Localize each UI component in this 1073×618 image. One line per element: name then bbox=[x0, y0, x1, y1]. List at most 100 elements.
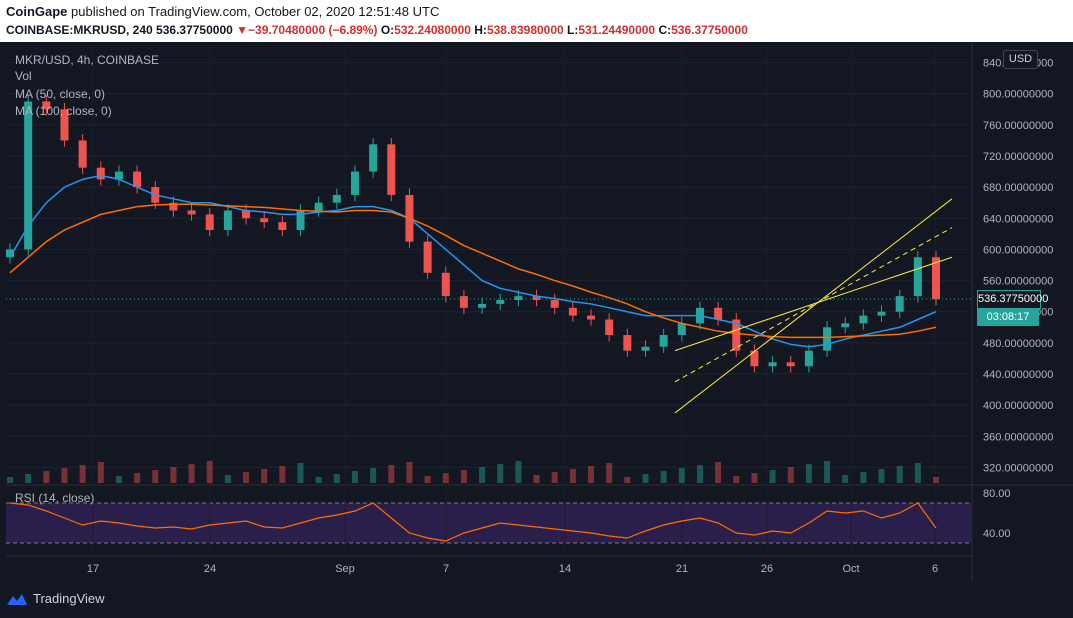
candle-body bbox=[205, 214, 214, 230]
volume-bar bbox=[642, 474, 649, 483]
footer bbox=[0, 582, 1073, 618]
price-axis-label: 480.00000000 bbox=[983, 338, 1053, 350]
volume-bar bbox=[842, 475, 849, 483]
candle-body bbox=[877, 311, 886, 316]
candle-body bbox=[114, 171, 123, 180]
candle-body bbox=[623, 335, 632, 351]
volume-bar bbox=[805, 464, 812, 483]
ma100-line bbox=[9, 203, 937, 339]
high-value: 538.83980000 bbox=[486, 23, 564, 37]
volume-bar bbox=[606, 463, 613, 483]
candle-body bbox=[659, 335, 668, 347]
volume-bar bbox=[333, 474, 340, 483]
volume-bar bbox=[43, 471, 50, 483]
legend-volume: Vol bbox=[15, 69, 32, 83]
time-axis-label: Sep bbox=[335, 563, 355, 575]
candle-body bbox=[60, 109, 69, 141]
legend-ma50: MA (50, close, 0) bbox=[15, 87, 106, 101]
volume-bar bbox=[297, 463, 304, 483]
time-axis-label: Oct bbox=[842, 563, 859, 575]
candle-body bbox=[823, 327, 832, 351]
time-axis-label: 17 bbox=[87, 563, 99, 575]
candle-body bbox=[78, 140, 87, 168]
volume-bar bbox=[61, 468, 68, 483]
volume-bar bbox=[424, 476, 431, 483]
time-axis-label: 26 bbox=[761, 563, 773, 575]
candle-body bbox=[24, 101, 33, 250]
volume-bar bbox=[515, 461, 522, 483]
volume-bar bbox=[769, 470, 776, 483]
close-label: C: bbox=[658, 23, 672, 37]
candle-body bbox=[859, 315, 868, 324]
candle-body bbox=[459, 296, 468, 308]
volume-bar bbox=[188, 464, 195, 483]
volume-bar bbox=[533, 475, 540, 483]
last-price: 536.37750000 bbox=[156, 23, 233, 37]
publisher-name[interactable]: CoinGape bbox=[6, 4, 68, 19]
volume-bar bbox=[824, 461, 831, 483]
volume-bar bbox=[279, 466, 286, 483]
volume-bar bbox=[896, 466, 903, 483]
volume-bar bbox=[97, 462, 104, 483]
legend-rsi: RSI (14, close) bbox=[15, 491, 95, 505]
candle-body bbox=[895, 296, 904, 312]
candle-body bbox=[786, 362, 795, 367]
ma50-line bbox=[9, 174, 937, 348]
candle-body bbox=[478, 303, 487, 308]
candle-body bbox=[223, 210, 232, 230]
candle-body bbox=[423, 241, 432, 273]
candle-body bbox=[514, 296, 523, 301]
candle-body bbox=[314, 202, 323, 211]
price-axis-label: 360.00000000 bbox=[983, 431, 1053, 443]
volume-bar bbox=[497, 464, 504, 483]
volume-bar bbox=[678, 468, 685, 483]
candle-body bbox=[350, 171, 359, 195]
volume-bar bbox=[588, 466, 595, 483]
price-axis-label: 400.00000000 bbox=[983, 400, 1053, 412]
volume-bar bbox=[933, 477, 939, 483]
volume-bar bbox=[914, 463, 921, 483]
down-arrow-icon: ▼ bbox=[236, 23, 249, 37]
candle-body bbox=[605, 319, 614, 336]
volume-bar bbox=[624, 477, 631, 483]
volume-bar bbox=[79, 465, 86, 483]
open-label: O: bbox=[380, 23, 395, 37]
candle-body bbox=[496, 300, 505, 304]
candle-body bbox=[768, 362, 777, 367]
candle-body bbox=[568, 307, 577, 316]
volume-bar bbox=[152, 470, 159, 483]
candle-body bbox=[260, 218, 269, 223]
candle-body bbox=[550, 300, 559, 308]
candle-body bbox=[278, 222, 287, 230]
candle-body bbox=[369, 144, 378, 172]
candle-body bbox=[96, 167, 105, 180]
rsi-line bbox=[9, 502, 937, 542]
price-chart[interactable]: 840.00000000800.00000000760.00000000720.… bbox=[0, 42, 1073, 582]
rsi-axis-label: 80.00 bbox=[983, 488, 1011, 500]
ohlc-line: COINBASE:MKRUSD, 240 536.37750000 ▼−39.7… bbox=[6, 23, 748, 37]
price-axis-label: 600.00000000 bbox=[983, 244, 1053, 256]
low-label: L: bbox=[567, 23, 579, 37]
volume-bar bbox=[860, 472, 867, 483]
tradingview-logo[interactable]: TradingView bbox=[6, 591, 105, 606]
time-axis-label: 14 bbox=[559, 563, 571, 575]
candle-body bbox=[296, 210, 305, 230]
price-axis-label: 640.00000000 bbox=[983, 213, 1053, 225]
rsi-axis-label: 40.00 bbox=[983, 528, 1011, 540]
volume-bar bbox=[134, 473, 141, 483]
current-price-tag: 536.37750000 bbox=[977, 290, 1048, 309]
volume-bar bbox=[315, 477, 322, 483]
price-axis-label: 440.00000000 bbox=[983, 369, 1053, 381]
volume-bar bbox=[787, 467, 794, 483]
volume-bar bbox=[170, 467, 177, 483]
candle-body bbox=[677, 323, 686, 336]
candle-body bbox=[332, 194, 341, 203]
volume-bar bbox=[406, 462, 413, 483]
volume-bar bbox=[261, 469, 268, 483]
volume-bar bbox=[551, 472, 558, 483]
close-value: 536.37750000 bbox=[671, 23, 748, 37]
tradingview-icon bbox=[7, 593, 27, 605]
currency-button[interactable]: USD bbox=[1003, 50, 1038, 69]
volume-bar bbox=[660, 471, 667, 483]
volume-bar bbox=[25, 474, 32, 483]
